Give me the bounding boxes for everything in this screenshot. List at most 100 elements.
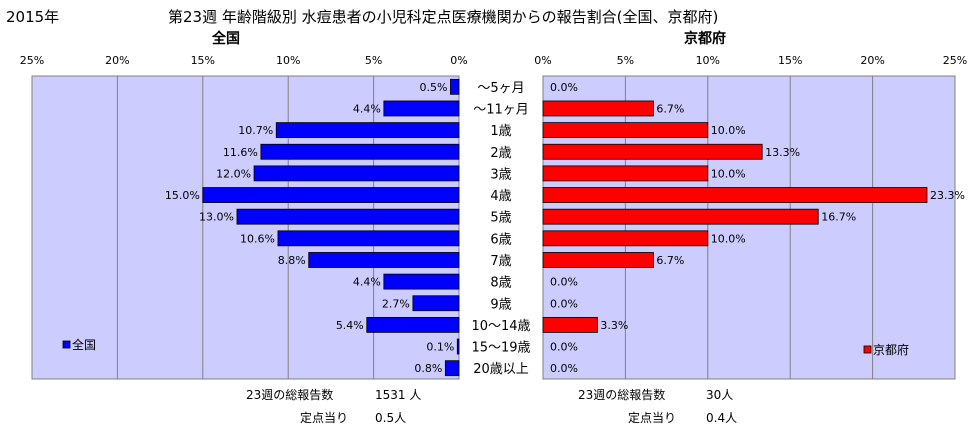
kyoto-data-label: 23.3% bbox=[930, 189, 965, 202]
category-label: ～11ヶ月 bbox=[473, 102, 529, 117]
national-data-labels: 0.5% 4.4% 10.7% 11.6% 12.0% 15.0% 13.0% 10.6%8.… bbox=[165, 81, 454, 375]
kyoto-legend-label: 京都府 bbox=[873, 342, 909, 357]
kyoto-per-site-label: 定点当り bbox=[628, 410, 676, 425]
category-label: ～5ヶ月 bbox=[477, 81, 524, 96]
kyoto-data-label: 6.7% bbox=[656, 102, 684, 115]
national-data-label: 10.6% bbox=[240, 232, 275, 245]
kyoto-data-labels: 0.0% 6.7% 10.0% 13.3% 10.0% 23.3% 16.7% 10.0% 6.… bbox=[550, 81, 965, 375]
category-label: 6歳 bbox=[490, 232, 511, 247]
category-label: 3歳 bbox=[490, 167, 511, 182]
category-label: 15～19歳 bbox=[471, 341, 530, 356]
category-label: 7歳 bbox=[490, 254, 511, 269]
national-tick-label: 0% bbox=[450, 54, 467, 67]
kyoto-data-label: 6.7% bbox=[656, 254, 684, 267]
national-data-label: 4.4% bbox=[353, 102, 381, 115]
kyoto-bar bbox=[542, 143, 763, 160]
national-tick-label: 20% bbox=[105, 54, 129, 67]
national-bar bbox=[308, 252, 460, 268]
national-data-label: 4.4% bbox=[353, 276, 381, 289]
chart-title: 第23週 年齢階級別 水痘患者の小児科定点医療機関からの報告割合(全国、京都府) bbox=[168, 8, 719, 26]
kyoto-tick-label: 15% bbox=[778, 54, 802, 67]
national-per-site-label: 定点当り bbox=[300, 410, 348, 425]
category-label: 1歳 bbox=[490, 124, 511, 139]
national-bar bbox=[450, 78, 460, 95]
kyoto-legend: 京都府 bbox=[863, 342, 909, 357]
kyoto-tick-label: 10% bbox=[696, 54, 720, 67]
national-bar bbox=[260, 143, 460, 160]
national-data-label: 15.0% bbox=[165, 189, 200, 202]
national-plot-area bbox=[31, 75, 460, 380]
kyoto-data-label: 0.0% bbox=[550, 81, 578, 94]
national-tick-label: 5% bbox=[365, 54, 382, 67]
national-bar bbox=[412, 295, 460, 312]
national-chart-title: 全国 bbox=[212, 31, 240, 47]
national-data-label: 11.6% bbox=[223, 146, 258, 159]
national-data-label: 8.8% bbox=[278, 254, 306, 267]
category-label: 4歳 bbox=[490, 189, 511, 204]
kyoto-data-label: 10.0% bbox=[711, 124, 746, 137]
national-total-value: 1531 人 bbox=[375, 388, 421, 402]
kyoto-bar bbox=[542, 208, 819, 225]
national-bar bbox=[383, 100, 460, 117]
kyoto-bar bbox=[542, 187, 928, 203]
kyoto-data-label: 0.0% bbox=[550, 362, 578, 375]
national-bar bbox=[236, 208, 460, 225]
national-data-label: 10.7% bbox=[238, 124, 273, 137]
national-per-site-value: 0.5人 bbox=[375, 411, 406, 425]
national-data-label: 13.0% bbox=[199, 211, 234, 224]
kyoto-chart-title: 京都府 bbox=[684, 31, 726, 47]
category-label: 9歳 bbox=[490, 297, 511, 312]
national-tick-label: 10% bbox=[276, 54, 300, 67]
national-tick-labels: 25% 20% 15% 10% 5% 0% bbox=[20, 54, 468, 67]
category-label: 5歳 bbox=[490, 211, 511, 226]
kyoto-bar bbox=[542, 316, 598, 333]
kyoto-tick-label: 0% bbox=[534, 54, 551, 67]
national-bar bbox=[253, 165, 460, 182]
national-legend-label: 全国 bbox=[72, 337, 96, 352]
national-data-label: 0.1% bbox=[426, 341, 454, 354]
national-bar bbox=[383, 273, 460, 290]
kyoto-plot-area bbox=[542, 75, 956, 380]
kyoto-bar bbox=[542, 230, 709, 247]
kyoto-bars bbox=[542, 100, 928, 333]
national-bar bbox=[275, 122, 460, 139]
kyoto-data-label: 10.0% bbox=[711, 232, 746, 245]
national-data-label: 5.4% bbox=[336, 319, 364, 332]
kyoto-data-label: 0.0% bbox=[550, 297, 578, 310]
national-bar bbox=[444, 360, 460, 377]
kyoto-total-value: 30人 bbox=[706, 388, 733, 402]
kyoto-bar bbox=[542, 100, 654, 117]
national-data-label: 0.5% bbox=[420, 81, 448, 94]
kyoto-tick-label: 25% bbox=[943, 54, 967, 67]
kyoto-data-label: 16.7% bbox=[821, 211, 856, 224]
category-label: 10～14歳 bbox=[471, 319, 530, 334]
kyoto-bar bbox=[542, 252, 654, 268]
national-bar bbox=[202, 187, 460, 203]
kyoto-tick-labels: 0% 5% 10% 15% 20% 25% bbox=[534, 54, 967, 67]
kyoto-data-label: 10.0% bbox=[711, 167, 746, 180]
national-data-label: 2.7% bbox=[382, 297, 410, 310]
national-total-label: 23週の総報告数 bbox=[246, 387, 333, 402]
year-label: 2015年 bbox=[6, 8, 60, 26]
national-legend: 全国 bbox=[62, 337, 96, 352]
national-bars bbox=[202, 78, 460, 377]
national-tick-label: 15% bbox=[191, 54, 215, 67]
kyoto-bar bbox=[542, 122, 709, 139]
kyoto-data-label: 3.3% bbox=[600, 319, 628, 332]
kyoto-tick-label: 5% bbox=[617, 54, 634, 67]
national-legend-swatch bbox=[62, 340, 71, 349]
kyoto-data-label: 0.0% bbox=[550, 276, 578, 289]
category-label: 8歳 bbox=[490, 276, 511, 291]
kyoto-per-site-value: 0.4人 bbox=[706, 411, 737, 425]
national-bar bbox=[277, 230, 460, 247]
national-tick-label: 25% bbox=[20, 54, 44, 67]
category-label: 2歳 bbox=[490, 146, 511, 161]
kyoto-data-label: 0.0% bbox=[550, 341, 578, 354]
category-label: 20歳以上 bbox=[473, 362, 529, 377]
kyoto-legend-swatch bbox=[863, 345, 872, 354]
kyoto-total-label: 23週の総報告数 bbox=[578, 387, 665, 402]
national-data-label: 12.0% bbox=[216, 167, 251, 180]
national-bar bbox=[456, 338, 460, 355]
category-labels: ～5ヶ月 ～11ヶ月 1歳 2歳 3歳 4歳 5歳 6歳 7歳 8歳 9歳 10～14歳 15～19歳 2… bbox=[471, 81, 530, 377]
